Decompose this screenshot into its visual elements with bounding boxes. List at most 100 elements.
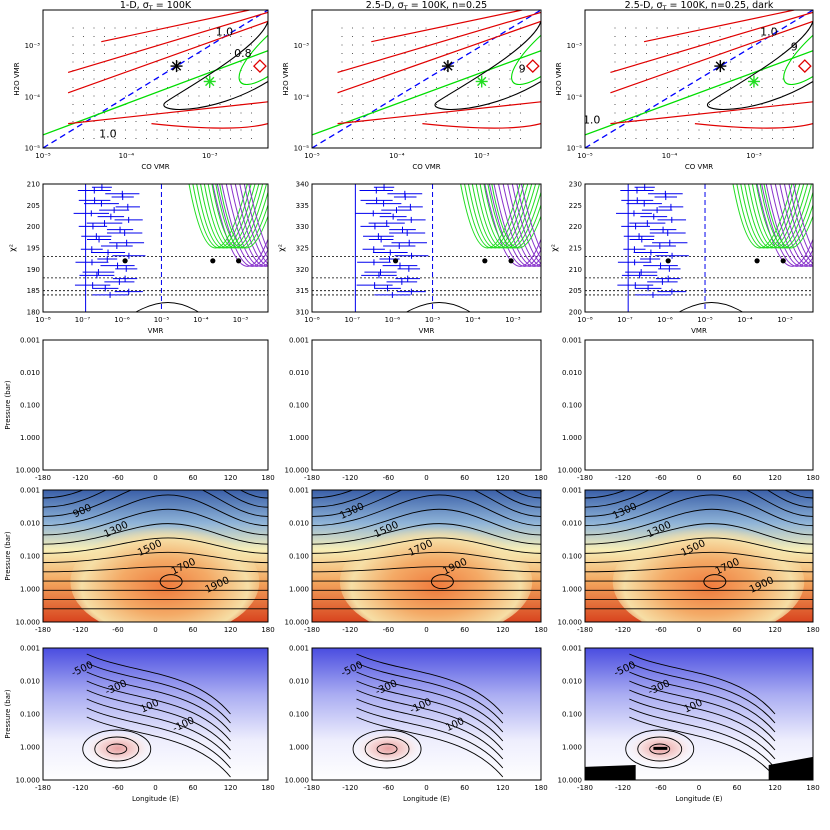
y-tick-label: 0.100 bbox=[562, 711, 582, 719]
grid-point bbox=[341, 112, 343, 114]
grid-point bbox=[519, 137, 522, 140]
grid-point bbox=[645, 95, 648, 97]
grid-point bbox=[687, 129, 690, 131]
difference-contour bbox=[629, 680, 776, 742]
grid-point bbox=[383, 69, 385, 72]
grid-point bbox=[250, 137, 253, 140]
co-constraint-line bbox=[585, 50, 813, 136]
x-tick-label: 60 bbox=[189, 784, 198, 792]
grid-point bbox=[93, 112, 95, 114]
grid-point bbox=[383, 86, 385, 89]
grid-point bbox=[782, 129, 784, 131]
x-axis-label: VMR bbox=[691, 327, 707, 335]
grid-point bbox=[166, 95, 169, 97]
grid-point bbox=[656, 44, 658, 46]
grid-point bbox=[677, 27, 679, 29]
isotherm bbox=[43, 387, 268, 402]
isotherm bbox=[312, 401, 541, 411]
grid-point bbox=[719, 27, 721, 29]
grid-point bbox=[771, 137, 774, 140]
co-chi-curve bbox=[487, 184, 541, 249]
isotherm bbox=[43, 566, 268, 573]
red-contour bbox=[371, 10, 523, 43]
grid-point bbox=[488, 52, 490, 55]
grid-point bbox=[687, 44, 690, 46]
y-tick-label: 10⁻³ bbox=[25, 42, 41, 50]
grid-point bbox=[677, 61, 679, 63]
co-chi-curve bbox=[464, 184, 525, 249]
grid-point bbox=[687, 120, 690, 123]
co-chi-curve bbox=[491, 184, 541, 249]
co-chi-curve bbox=[215, 184, 268, 249]
grid-point bbox=[467, 35, 469, 38]
grid-point bbox=[208, 69, 211, 72]
grid-point bbox=[156, 103, 158, 106]
grid-point bbox=[435, 120, 438, 123]
grid-point bbox=[446, 35, 448, 38]
grid-point bbox=[435, 129, 438, 131]
grid-point bbox=[351, 35, 354, 38]
grid-point bbox=[93, 69, 95, 72]
grid-point bbox=[792, 95, 795, 97]
anomaly-contour bbox=[625, 729, 695, 769]
grid-point bbox=[519, 120, 522, 123]
grid-point bbox=[362, 44, 364, 46]
grid-point bbox=[488, 120, 490, 123]
grid-point bbox=[792, 69, 795, 72]
difference-contour bbox=[356, 680, 504, 742]
anomaly-contour bbox=[364, 736, 410, 762]
grid-point bbox=[240, 112, 242, 114]
grid-point bbox=[729, 78, 732, 80]
grid-point bbox=[372, 78, 375, 80]
grid-point bbox=[124, 120, 127, 123]
grid-point bbox=[198, 95, 200, 97]
grid-point bbox=[177, 78, 179, 80]
x-tick-label: 10⁻⁷ bbox=[344, 316, 360, 324]
grid-point bbox=[341, 103, 343, 106]
y-tick-label: 320 bbox=[296, 266, 309, 274]
grid-point bbox=[666, 78, 669, 80]
y-tick-label: 215 bbox=[569, 245, 582, 253]
y-tick-label: 335 bbox=[296, 202, 309, 210]
grid-point bbox=[362, 35, 364, 38]
grid-point bbox=[393, 95, 396, 97]
x-tick-label: 120 bbox=[768, 784, 781, 792]
temperature-difference-row-frame-1 bbox=[42, 647, 269, 781]
isotherm-peak bbox=[431, 423, 453, 437]
best-fit-star bbox=[715, 61, 726, 71]
grid-point bbox=[719, 120, 721, 123]
grid-point bbox=[687, 27, 690, 29]
grid-point bbox=[456, 137, 459, 140]
x-tick-label: -60 bbox=[655, 626, 666, 634]
difference-contour bbox=[356, 653, 504, 715]
grid-point bbox=[519, 35, 522, 38]
isotherm bbox=[585, 566, 813, 573]
grid-point bbox=[729, 86, 732, 89]
chi-frame-2 bbox=[311, 183, 542, 313]
grid-point bbox=[761, 86, 763, 89]
grid-point bbox=[698, 137, 700, 140]
isotherm bbox=[585, 401, 813, 411]
red-contour bbox=[610, 20, 813, 94]
x-tick-label: -60 bbox=[655, 474, 666, 482]
grid-point bbox=[750, 52, 753, 55]
grid-point bbox=[351, 103, 354, 106]
retrieved-temperature-row-panel-1: 700 900 1300 1500 1700 bbox=[43, 302, 268, 402]
grid-point bbox=[666, 61, 669, 63]
x-tick-label: 120 bbox=[224, 474, 237, 482]
grid-point bbox=[456, 44, 459, 46]
anomaly-contour bbox=[376, 743, 398, 755]
grid-point bbox=[383, 137, 385, 140]
grid-point bbox=[645, 137, 648, 140]
y-tick-label: 210 bbox=[569, 266, 582, 274]
grid-point bbox=[740, 95, 742, 97]
grid-point bbox=[383, 78, 385, 80]
grid-point bbox=[624, 44, 627, 46]
grid-point bbox=[687, 61, 690, 63]
grid-point bbox=[229, 95, 232, 97]
grid-point bbox=[156, 69, 158, 72]
x-tick-label: 0 bbox=[697, 474, 701, 482]
vmr-frame-3 bbox=[584, 9, 814, 149]
grid-point bbox=[792, 137, 795, 140]
h2o-chi-curve bbox=[793, 184, 813, 252]
